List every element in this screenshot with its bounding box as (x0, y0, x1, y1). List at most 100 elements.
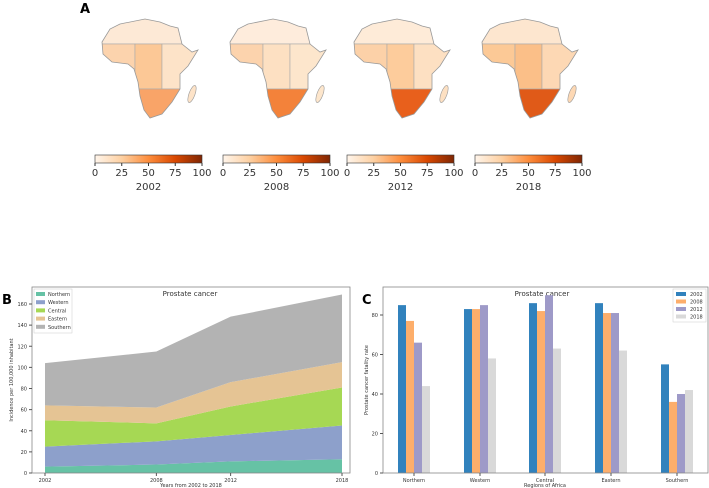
region-northern (482, 19, 578, 45)
panel-label-b: B (2, 293, 12, 308)
region-southern (102, 88, 198, 118)
africa-outline (353, 18, 451, 119)
y-tick-label: 140 (17, 323, 27, 329)
area-chart-incidence: Prostate cancer 0 20 40 60 80 100 120 140 160 2002… (9, 286, 351, 488)
africa-map-2002 (101, 18, 199, 119)
map-regions (102, 19, 198, 118)
x-tick-label: Eastern (601, 478, 620, 484)
y-tick-label: 80 (21, 387, 27, 393)
area-southern (45, 294, 342, 408)
y-tick-label: 40 (372, 392, 378, 398)
bar-central-2012 (545, 295, 553, 473)
colorbar-tick-label: 100 (444, 168, 463, 179)
bar-northern-2018 (422, 386, 430, 473)
x-axis-label: Regions of Africa (524, 483, 566, 488)
bar-eastern-2002 (595, 303, 603, 473)
region-southern (354, 88, 450, 118)
x-tick-label: Northern (403, 478, 425, 484)
colorbar-tick-label: 100 (572, 168, 591, 179)
legend-swatch (676, 299, 686, 304)
legend-swatch (36, 324, 45, 329)
madagascar (439, 85, 449, 103)
colorbar-2018 (474, 154, 583, 164)
region-northern (102, 19, 198, 45)
panel-label-c: C (362, 293, 372, 308)
africa-outline (101, 18, 199, 119)
map-regions (354, 19, 450, 118)
africa-map-2018 (481, 18, 579, 119)
bar-central-2018 (553, 348, 561, 473)
legend-label: Central (48, 308, 66, 314)
y-tick-label: 20 (21, 450, 27, 456)
legend-swatch (36, 316, 45, 321)
legend-swatch (676, 292, 686, 296)
legend-swatch (36, 308, 45, 313)
region-central (514, 43, 543, 90)
legend-label: 2012 (690, 307, 703, 313)
legend-label: 2018 (690, 315, 703, 321)
x-tick-label: Western (470, 478, 491, 484)
bar-central-2008 (537, 311, 545, 473)
x-tick-label: 2012 (224, 478, 237, 484)
region-central (386, 43, 415, 90)
bar-western-2012 (480, 305, 488, 473)
bar-northern-2002 (398, 305, 406, 473)
legend-swatch (36, 292, 45, 296)
legend: Northern Western Central Eastern Southern (33, 288, 73, 334)
colorbar-tick-label: 0 (344, 168, 350, 179)
bar-western-2018 (488, 358, 496, 473)
colorbar-tick-label: 25 (495, 168, 508, 179)
bar-central-2002 (529, 303, 537, 473)
x-tick-label: 2008 (150, 478, 163, 484)
colorbar-tick-label: 25 (115, 168, 128, 179)
bar-eastern-2018 (619, 350, 627, 473)
colorbar-tick-label: 25 (243, 168, 256, 179)
colorbar-tick-label: 75 (169, 168, 182, 179)
bar-northern-2012 (414, 342, 422, 473)
map-regions (482, 19, 578, 118)
colorbar-tick-label: 50 (270, 168, 283, 179)
area-central (45, 387, 342, 447)
legend-label: 2002 (690, 292, 703, 298)
legend-label: Western (48, 300, 69, 306)
region-northern (354, 19, 450, 45)
legend-swatch (36, 300, 45, 305)
y-tick-label: 120 (17, 344, 27, 350)
y-tick-label: 40 (21, 429, 27, 435)
africa-outline (481, 18, 579, 119)
colorbar-tick-label: 75 (297, 168, 310, 179)
region-southern (230, 88, 326, 118)
madagascar (315, 85, 325, 103)
region-southern (482, 88, 578, 118)
bar-western-2002 (464, 309, 472, 473)
panel-label-a: A (80, 2, 90, 17)
madagascar (567, 85, 577, 103)
area-northern (45, 459, 342, 473)
colorbar-2002 (94, 154, 203, 164)
madagascar (187, 85, 197, 103)
chart-title: Prostate cancer (163, 290, 218, 298)
bar-northern-2008 (406, 320, 414, 473)
y-tick-label: 0 (24, 471, 27, 477)
area-western (45, 425, 342, 467)
africa-map-2012 (353, 18, 451, 119)
x-tick-label: 2002 (39, 478, 52, 484)
x-tick-label: Southern (666, 478, 689, 484)
y-tick-label: 0 (375, 471, 378, 477)
legend-label: Eastern (48, 317, 67, 323)
map-year-label: 2012 (388, 182, 413, 193)
colorbar-tick-label: 100 (192, 168, 211, 179)
bar-eastern-2012 (611, 313, 619, 473)
bar-chart-fatality: Prostate cancer 0 20 40 60 80 Northern Western C… (364, 286, 709, 488)
choropleth-maps: 0 25 50 75 100 2002 0 25 50 75 100 2008 0 25 50 75 100 20… (92, 18, 592, 193)
legend-swatch (676, 307, 686, 311)
x-axis-label: Years from 2002 to 2018 (159, 483, 222, 488)
area-eastern (45, 362, 342, 424)
y-tick-label: 100 (17, 365, 27, 371)
y-tick-label: 160 (17, 302, 27, 308)
bar-western-2008 (472, 309, 480, 473)
colorbar-2012 (346, 154, 455, 164)
